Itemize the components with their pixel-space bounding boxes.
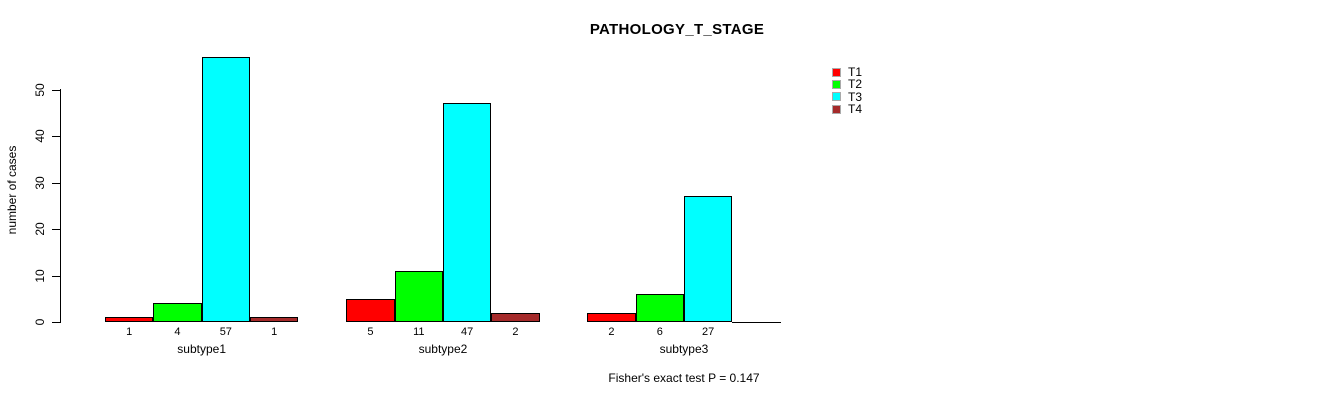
- legend-label: T2: [848, 77, 863, 92]
- group-label: subtype3: [659, 342, 709, 356]
- bar-value-label: 27: [702, 326, 715, 338]
- bar: [346, 298, 395, 322]
- fisher-test-note: Fisher's exact test P = 0.147: [608, 371, 760, 385]
- y-tick-label: 40: [33, 129, 47, 143]
- legend-label: T3: [848, 89, 863, 104]
- y-tick-label: 10: [33, 268, 47, 283]
- y-axis-label: number of cases: [5, 145, 19, 235]
- bar-value-label: 47: [461, 326, 474, 338]
- bar: [153, 303, 202, 322]
- group-label: subtype1: [177, 342, 227, 356]
- y-tick: [52, 182, 60, 184]
- legend-item: T2: [832, 78, 862, 90]
- zero-height-bar: [732, 322, 781, 323]
- bar: [201, 57, 250, 322]
- group-label: subtype2: [418, 342, 468, 356]
- bar-value-label: 5: [367, 326, 374, 338]
- y-axis-line: [60, 89, 61, 323]
- y-tick-label: 20: [33, 222, 47, 236]
- bar-value-label: 4: [174, 326, 181, 338]
- legend-item: T3: [832, 91, 862, 103]
- bar-value-label: 1: [126, 326, 133, 338]
- bar: [249, 317, 299, 322]
- y-tick: [52, 136, 60, 138]
- bar-value-label: 6: [656, 326, 663, 338]
- legend-swatch: [832, 104, 841, 114]
- bar-value-label: 1: [271, 326, 278, 338]
- y-tick-label: 30: [33, 175, 47, 190]
- y-tick: [52, 89, 60, 91]
- legend-swatch: [832, 92, 841, 102]
- legend-label: T1: [848, 65, 863, 79]
- y-tick-label: 0: [33, 318, 47, 326]
- y-tick: [52, 322, 60, 323]
- legend-swatch: [832, 67, 841, 77]
- bar: [635, 294, 684, 322]
- y-tick: [52, 275, 60, 277]
- bar: [442, 103, 492, 322]
- bar-value-label: 2: [512, 326, 519, 338]
- bar: [491, 312, 540, 322]
- bar: [394, 270, 443, 322]
- chart-title: PATHOLOGY_T_STAGE: [589, 21, 765, 38]
- bar-value-label: 57: [219, 326, 232, 338]
- bar-value-label: 2: [608, 326, 615, 338]
- bar: [587, 312, 636, 322]
- legend-swatch: [832, 79, 841, 89]
- bar: [683, 196, 733, 322]
- bar: [105, 317, 154, 322]
- bar-value-label: 11: [413, 326, 425, 338]
- legend-item: T1: [832, 66, 862, 78]
- legend-item: T4: [832, 103, 862, 115]
- legend-label: T4: [848, 102, 863, 117]
- y-tick: [52, 229, 60, 231]
- y-tick-label: 50: [33, 82, 47, 97]
